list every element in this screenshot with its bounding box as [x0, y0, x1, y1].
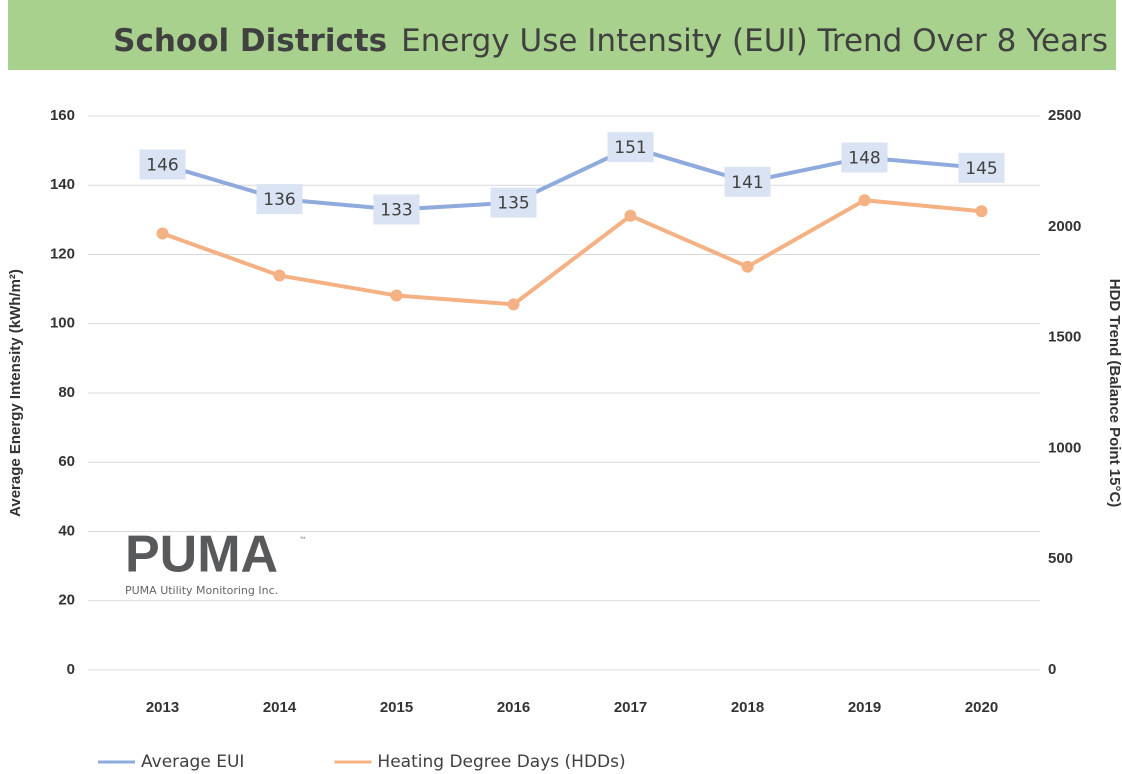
title-bold: School Districts: [113, 23, 387, 59]
point: [858, 194, 871, 207]
point: [741, 260, 754, 273]
data-label: 148: [848, 149, 880, 169]
x-tick-label: 2019: [848, 699, 881, 716]
point: [273, 269, 286, 282]
line-series: [161, 198, 982, 307]
y-tick-label: 20: [58, 592, 75, 609]
logo-tagline: PUMA Utility Monitoring Inc.: [125, 584, 278, 597]
title-bar: [8, 0, 1116, 70]
y-tick-label: 60: [58, 453, 75, 470]
y-tick-label: 80: [58, 384, 75, 401]
data-label-box: [607, 132, 654, 163]
legend-label: Average EUI: [141, 752, 244, 772]
x-tick-label: 2020: [965, 699, 998, 716]
y2-tick-label: 2000: [1048, 218, 1081, 235]
y2-tick-label: 1500: [1048, 329, 1081, 346]
data-label: 141: [731, 173, 763, 193]
data-label: 135: [497, 194, 529, 214]
point: [156, 227, 169, 240]
point: [624, 209, 637, 222]
y-axis-label: Average Energy Intensity (kWh/m²): [7, 269, 24, 517]
y-tick-label: 120: [50, 245, 75, 262]
y2-tick-label: 2500: [1048, 107, 1081, 124]
data-label-box: [958, 152, 1005, 183]
y-tick-label: 160: [50, 107, 75, 124]
y2-tick-label: 1000: [1048, 439, 1081, 456]
x-tick-label: 2016: [497, 699, 530, 716]
point: [390, 289, 403, 302]
x-tick-label: 2015: [380, 699, 413, 716]
x-tick-label: 2013: [146, 699, 179, 716]
y2-tick-label: 500: [1048, 550, 1073, 567]
y2-axis-label: HDD Trend (Balance Point 15°C): [1106, 279, 1122, 508]
chart-title: School Districts Energy Use Intensity (EU…: [113, 23, 1108, 59]
data-label: 151: [614, 138, 646, 158]
x-tick-label: 2014: [263, 699, 297, 716]
y-tick-label: 100: [50, 315, 75, 332]
y-tick-label: 140: [50, 176, 75, 193]
data-label-box: [490, 187, 537, 218]
x-tick-label: 2018: [731, 699, 764, 716]
data-label: 136: [263, 190, 295, 210]
point: [975, 205, 988, 218]
data-label-box: [256, 184, 303, 215]
data-label-box: [841, 142, 888, 173]
data-label-box: [139, 149, 186, 180]
logo-mark: ™: [299, 536, 307, 545]
data-label-box: [373, 194, 420, 225]
y-tick-label: 40: [58, 522, 75, 539]
legend-label: Heating Degree Days (HDDs): [377, 752, 625, 772]
title-rest: Energy Use Intensity (EUI) Trend Over 8 …: [401, 23, 1108, 59]
data-label: 133: [380, 200, 412, 220]
point: [507, 298, 520, 311]
y2-tick-label: 0: [1048, 661, 1056, 678]
data-label: 146: [146, 155, 178, 175]
y-tick-label: 0: [67, 661, 75, 678]
data-label-box: [724, 166, 771, 197]
data-label: 145: [965, 159, 997, 179]
logo: PUMA: [125, 526, 278, 584]
x-tick-label: 2017: [614, 699, 647, 716]
